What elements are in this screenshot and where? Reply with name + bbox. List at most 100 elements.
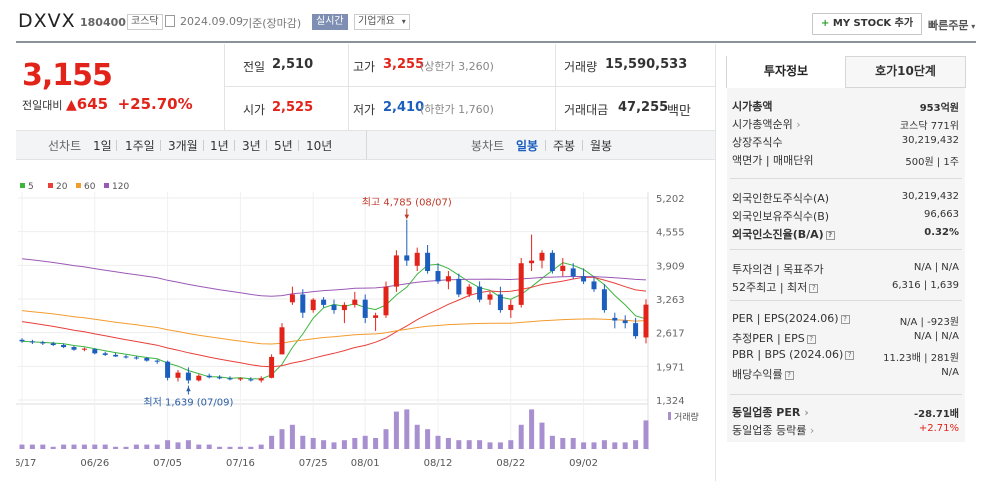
- candle-body: [591, 281, 597, 290]
- volume-bar: [258, 444, 264, 449]
- volume-bar: [404, 409, 410, 449]
- realtime-badge[interactable]: 실시간: [312, 14, 348, 30]
- candle-body: [445, 276, 451, 282]
- change-value: 645: [76, 95, 109, 113]
- candle-body: [321, 299, 327, 305]
- calendar-icon: [165, 15, 175, 27]
- help-icon[interactable]: ?: [825, 230, 835, 240]
- panel-divider: [730, 249, 962, 250]
- panel-divider: [730, 300, 962, 301]
- candle-body: [497, 294, 503, 311]
- info-value: -28.71배: [914, 409, 959, 420]
- price-tick-label: 1,971: [656, 362, 685, 373]
- volume-bar: [237, 446, 243, 449]
- info-label: PBR | BPS (2024.06)?: [732, 348, 855, 361]
- candle-body: [549, 252, 555, 272]
- volume-bar: [601, 440, 607, 449]
- info-value: 코스닥 771위: [899, 121, 959, 132]
- volume-bar: [144, 444, 150, 449]
- divider: [715, 44, 716, 481]
- chevron-right-icon[interactable]: ›: [800, 406, 809, 419]
- volume-bar: [570, 438, 576, 449]
- line-chart-label: 선차트: [48, 139, 82, 153]
- price-chart: 5 20 60 120 최고 4,785 (08/07) ▼ ▲ 최저 1,639 (07/…: [16, 182, 699, 469]
- period-5y[interactable]: 5년: [274, 139, 293, 153]
- separator: [298, 140, 299, 151]
- volume-bar: [581, 442, 587, 449]
- volume-bar: [248, 446, 254, 449]
- change-rate: +25.70%: [117, 95, 193, 113]
- candle-body: [622, 320, 628, 324]
- date-tick-label: 06/17: [16, 458, 36, 469]
- help-icon[interactable]: ?: [840, 314, 850, 324]
- open-label: 시가: [243, 103, 266, 117]
- volume-bar: [300, 435, 306, 449]
- date-tick-label: 06/26: [80, 458, 109, 469]
- price-tick-label: 3,263: [656, 295, 685, 306]
- candle-body: [61, 344, 67, 348]
- volume-bar: [633, 440, 639, 449]
- info-label: 동일업종 등락률 ›: [732, 424, 815, 437]
- change-label: 전일대비: [22, 99, 63, 112]
- period-1d[interactable]: 1일: [93, 139, 112, 153]
- candle-body: [237, 378, 243, 380]
- tab-orderbook[interactable]: 호가10단계: [875, 64, 936, 78]
- volume-label: 거래량: [564, 60, 598, 74]
- volume-bar: [50, 446, 56, 449]
- ma-line-5: [21, 262, 647, 380]
- info-label: 상장주식수: [732, 136, 783, 149]
- quick-order-link[interactable]: 빠른주문 ▾: [928, 17, 975, 33]
- candle-body: [154, 360, 160, 362]
- arrow-up-icon: ▲: [186, 386, 191, 393]
- period-1y[interactable]: 1년: [210, 139, 229, 153]
- company-info-dropdown[interactable]: 기업개요 ▾: [354, 14, 410, 30]
- info-value: +2.71%: [918, 423, 959, 434]
- candle-body: [362, 299, 368, 318]
- chevron-right-icon[interactable]: ›: [792, 118, 801, 131]
- lower-limit: (하한가 1,760): [420, 103, 494, 116]
- amount-label: 거래대금: [564, 103, 609, 117]
- candle-daily[interactable]: 일봉: [516, 139, 539, 153]
- info-label: 외국인보유주식수(B): [732, 210, 830, 223]
- volume-bar: [217, 446, 223, 449]
- candle-body: [393, 255, 399, 287]
- chevron-right-icon[interactable]: ›: [806, 424, 815, 437]
- separator: [266, 140, 267, 151]
- price-axis: 5,202 4,555 3,909 3,263 2,617 1,971 1,324: [656, 194, 685, 407]
- price-tick-label: 5,202: [656, 194, 685, 205]
- volume-legend-swatch: [668, 412, 671, 420]
- candle-monthly[interactable]: 월봉: [590, 139, 613, 153]
- volume-bar: [175, 442, 181, 449]
- period-3m[interactable]: 3개월: [168, 139, 198, 153]
- candle-body: [612, 317, 618, 321]
- volume-bar: [102, 444, 108, 449]
- date-tick-label: 08/12: [424, 458, 453, 469]
- volume-bar: [206, 444, 212, 449]
- candle-body: [633, 323, 639, 337]
- candle-body: [206, 375, 212, 378]
- info-label: 시가총액순위 ›: [732, 118, 801, 131]
- candle-body: [102, 353, 108, 355]
- help-icon[interactable]: ?: [806, 334, 816, 344]
- legend-label: 60: [84, 182, 96, 192]
- help-icon[interactable]: ?: [809, 283, 819, 293]
- period-1w[interactable]: 1주일: [125, 139, 155, 153]
- candle-body: [279, 327, 285, 355]
- period-10y[interactable]: 10년: [306, 139, 333, 153]
- help-icon[interactable]: ?: [784, 370, 794, 380]
- candle-body: [71, 347, 77, 350]
- period-3y[interactable]: 3년: [242, 139, 261, 153]
- moving-averages: [21, 258, 647, 380]
- stock-header: DXVX 180400 코스닥 2024.09.09 기준(장마감) 실시간 기…: [0, 0, 997, 44]
- info-value: 0.32%: [924, 227, 959, 238]
- my-stock-add-button[interactable]: + MY STOCK 추가: [812, 13, 923, 35]
- info-value: N/A: [941, 367, 959, 378]
- volume-bar: [591, 442, 597, 449]
- help-icon[interactable]: ?: [845, 350, 855, 360]
- price-change: 전일대비 ▲645 +25.70%: [22, 95, 193, 113]
- candle-weekly[interactable]: 주봉: [553, 139, 576, 153]
- tab-investment-info[interactable]: 투자정보: [727, 56, 846, 88]
- volume-bar: [425, 429, 431, 449]
- upper-limit: (상한가 3,260): [420, 60, 494, 73]
- panel-divider: [730, 394, 962, 395]
